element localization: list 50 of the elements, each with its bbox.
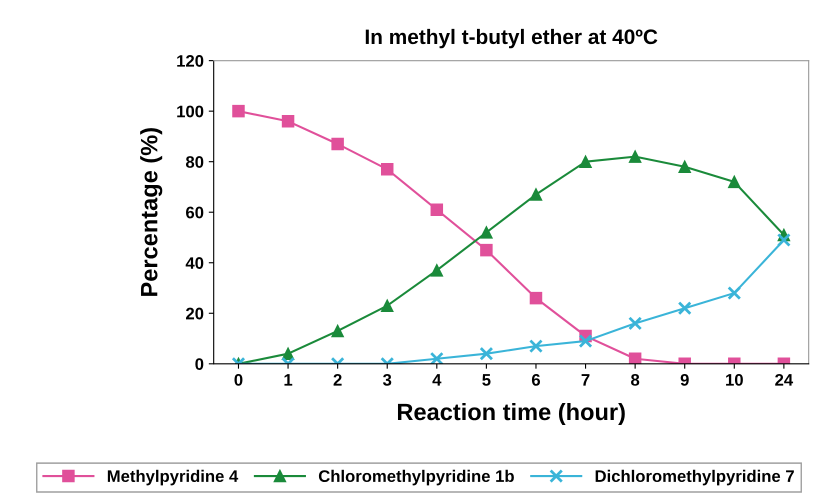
point: [479, 346, 494, 361]
y-tick-label: 20: [186, 308, 204, 320]
point: [282, 115, 294, 128]
x-tick-label: 24: [775, 374, 794, 386]
point: [480, 226, 493, 239]
point: [430, 352, 444, 364]
y-axis-title: Percentage (%): [140, 128, 162, 296]
point: [578, 334, 592, 348]
x-axis-title: Reaction time (hour): [398, 402, 625, 425]
point: [430, 264, 444, 277]
point: [480, 244, 493, 256]
point: [530, 292, 542, 304]
x-tick-label: 7: [582, 374, 590, 386]
point: [776, 233, 791, 247]
point: [529, 339, 543, 354]
x-tick-label: 0: [234, 374, 242, 386]
point: [579, 155, 592, 168]
point: [232, 104, 245, 118]
point: [727, 286, 742, 300]
y-tick-label: 60: [186, 206, 204, 218]
x-tick-label: 6: [532, 374, 540, 386]
point: [331, 138, 344, 150]
x-tick-label: 9: [680, 374, 689, 386]
y-tick-label: 0: [195, 358, 204, 370]
point: [380, 299, 394, 312]
x-tick-label: 4: [432, 374, 442, 386]
x-tick-label: 8: [631, 374, 640, 386]
point: [530, 188, 542, 201]
point: [430, 203, 444, 216]
point: [628, 352, 642, 364]
y-tick-label: 100: [177, 106, 204, 118]
y-tick-label: 120: [177, 55, 204, 67]
x-tick-label: 1: [284, 374, 292, 386]
x-tick-label: 3: [382, 374, 392, 386]
point: [678, 160, 691, 173]
legend-label: Chloromethylpyridine 1b: [318, 470, 514, 486]
point: [678, 301, 692, 316]
y-tick-label: 80: [186, 156, 204, 168]
point: [628, 316, 642, 330]
x-tick-label: 2: [334, 374, 342, 386]
legend-label: Methylpyridine 4: [108, 470, 238, 486]
point: [380, 163, 394, 176]
point: [331, 324, 344, 338]
x-tick-label: 5: [482, 374, 491, 386]
x-tick-label: 10: [726, 374, 743, 386]
chart-title: In methyl t-butyl ether at 40ºC: [366, 28, 658, 48]
y-tick-label: 40: [186, 257, 204, 269]
legend-label: Dichloromethylpyridine 7: [596, 470, 794, 486]
point: [728, 176, 741, 188]
point: [628, 150, 642, 163]
